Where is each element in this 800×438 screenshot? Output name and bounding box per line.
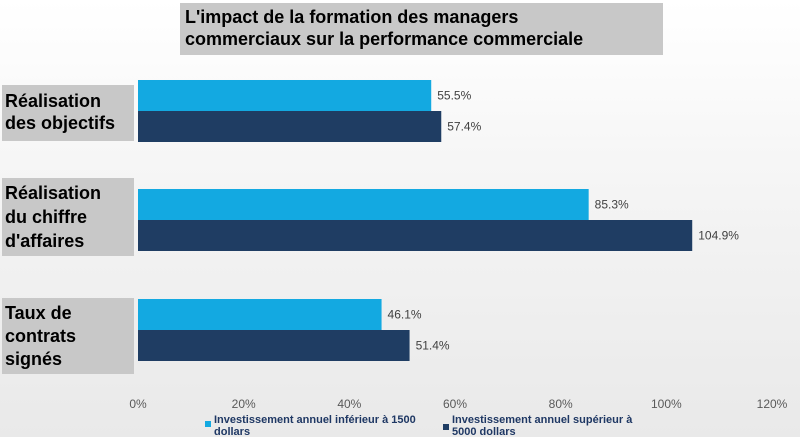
bar-series-2-category-3: [138, 330, 410, 361]
bar-series-1-category-1: [138, 80, 432, 111]
bar-series-1-category-2: [138, 189, 589, 220]
data-label-series-1-category-1: 55.5%: [437, 89, 471, 103]
legend-swatch-series-1: [205, 421, 211, 427]
data-label-series-2-category-1: 57.4%: [447, 120, 481, 134]
bar-series-2-category-1: [138, 111, 442, 142]
category-2-line-1: Réalisation: [5, 183, 102, 203]
x-tick-label-60: 60%: [443, 397, 467, 411]
category-2-line-2: du chiffre: [5, 207, 88, 227]
legend-label-series-2-line-2: 5000 dollars: [452, 426, 516, 438]
x-tick-label-40: 40%: [337, 397, 361, 411]
legend-swatch-series-2: [443, 424, 449, 430]
data-label-series-1-category-2: 85.3%: [595, 198, 629, 212]
legend-label-series-1-line-1: Investissement annuel inférieur à 1500: [214, 414, 416, 426]
x-tick-label-100: 100%: [651, 397, 682, 411]
chart-title-line-1: L'impact de la formation des managers: [185, 7, 519, 27]
data-label-series-2-category-2: 104.9%: [698, 229, 739, 243]
x-tick-label-80: 80%: [549, 397, 573, 411]
x-tick-label-120: 120%: [757, 397, 788, 411]
chart-title-line-2: commerciaux sur la performance commercia…: [185, 29, 584, 49]
data-label-series-1-category-3: 46.1%: [388, 308, 422, 322]
bar-series-2-category-2: [138, 220, 693, 251]
x-tick-label-20: 20%: [232, 397, 256, 411]
category-label-background-1: [2, 85, 134, 141]
legend-label-series-1-line-2: dollars: [214, 426, 251, 438]
category-3-line-1: Taux de: [5, 303, 72, 323]
category-label-background-2: [2, 178, 134, 256]
category-3-line-3: signés: [5, 349, 63, 369]
category-1-line-1: Réalisation: [5, 91, 102, 111]
data-label-series-2-category-3: 51.4%: [416, 339, 450, 353]
bar-series-1-category-3: [138, 299, 382, 330]
category-3-line-2: contrats: [5, 326, 77, 346]
chart-title-background: [180, 3, 663, 55]
category-1-line-2: des objectifs: [5, 113, 116, 133]
legend-label-series-2-line-1: Investissement annuel supérieur à: [452, 414, 633, 426]
category-label-background-3: [2, 298, 134, 374]
x-tick-label-0: 0%: [129, 397, 147, 411]
category-2-line-3: d'affaires: [5, 231, 85, 251]
